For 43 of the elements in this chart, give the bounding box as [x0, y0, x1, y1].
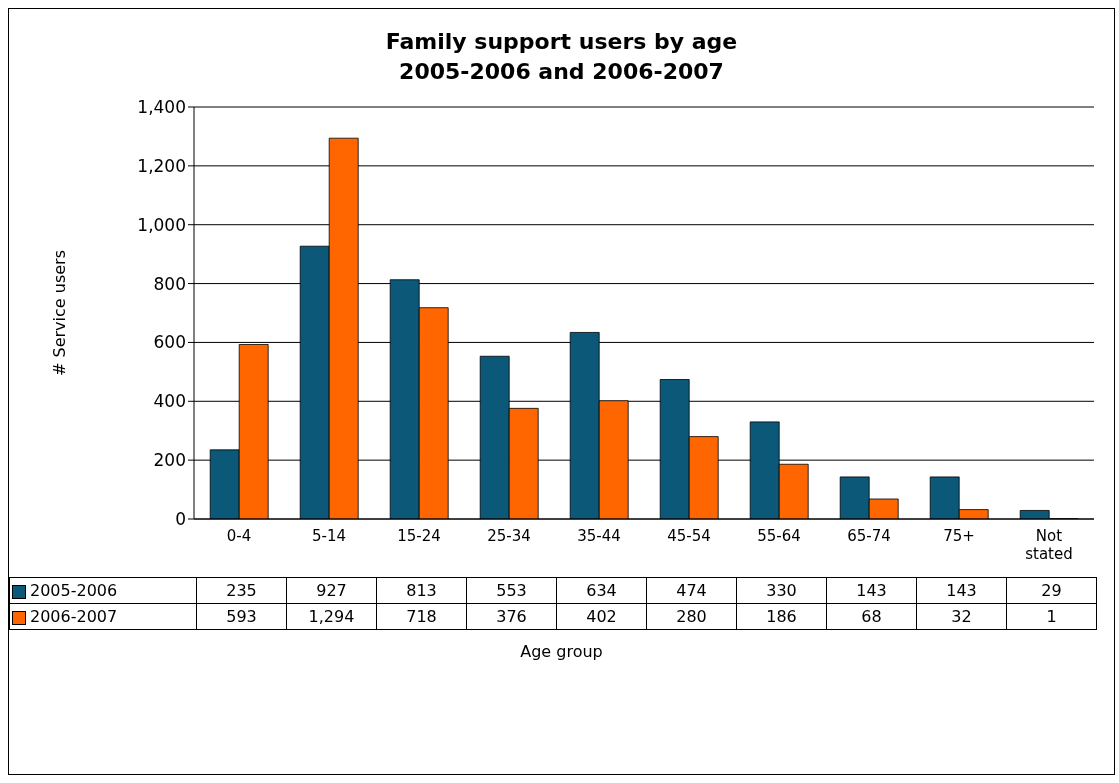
- legend-label: 2006-2007: [9, 603, 197, 630]
- data-label: 186: [736, 603, 827, 630]
- x-tick-label: 35-44: [577, 527, 621, 545]
- data-label: 474: [646, 577, 737, 604]
- data-label: 143: [916, 577, 1007, 604]
- y-tick-label: 1,400: [137, 97, 186, 118]
- x-tick-label: 75+: [943, 527, 975, 545]
- y-tick-label: 1,000: [137, 214, 186, 235]
- data-label: 718: [376, 603, 467, 630]
- y-tick-label: 1,200: [137, 155, 186, 176]
- y-tick-label: 200: [153, 450, 186, 471]
- x-tick-label: Not stated: [1025, 527, 1073, 563]
- y-tick-label: 800: [153, 273, 186, 294]
- y-tick-label: 0: [175, 509, 186, 530]
- data-label: 29: [1006, 577, 1097, 604]
- data-label: 235: [196, 577, 287, 604]
- data-label: 553: [466, 577, 557, 604]
- x-tick-label: 0-4: [226, 527, 252, 545]
- x-tick-label: 5-14: [311, 527, 347, 545]
- y-tick-label: 600: [153, 332, 186, 353]
- x-axis-title: Age group: [519, 642, 604, 661]
- x-tick-label: 65-74: [847, 527, 891, 545]
- x-tick-label: 15-24: [397, 527, 441, 545]
- data-label: 376: [466, 603, 557, 630]
- legend-label: 2005-2006: [9, 577, 197, 604]
- x-tick-label: 45-54: [667, 527, 711, 545]
- data-label: 68: [826, 603, 917, 630]
- data-label: 402: [556, 603, 647, 630]
- data-label: 330: [736, 577, 827, 604]
- data-label: 280: [646, 603, 737, 630]
- x-tick-label: 55-64: [757, 527, 801, 545]
- data-label: 143: [826, 577, 917, 604]
- chart-title: Family support users by age 2005-2006 and 2006-2007: [384, 28, 739, 86]
- data-label: 813: [376, 577, 467, 604]
- data-label: 1,294: [286, 603, 377, 630]
- y-tick-label: 400: [153, 391, 186, 412]
- y-axis-title: # Service users: [49, 250, 69, 376]
- data-label: 593: [196, 603, 287, 630]
- data-label: 32: [916, 603, 1007, 630]
- data-label: 634: [556, 577, 647, 604]
- data-label: 1: [1006, 603, 1097, 630]
- x-tick-label: 25-34: [487, 527, 531, 545]
- data-label: 927: [286, 577, 377, 604]
